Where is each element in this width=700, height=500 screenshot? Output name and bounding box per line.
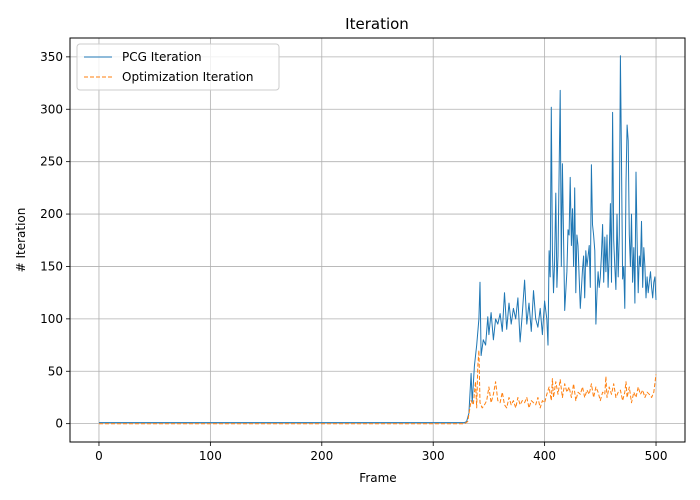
chart-title: Iteration xyxy=(345,15,409,33)
y-tick-label: 150 xyxy=(40,259,63,273)
x-tick-label: 0 xyxy=(95,449,103,463)
y-tick-label: 350 xyxy=(40,50,63,64)
x-axis-ticks: 0 100 200 300 400 500 xyxy=(95,442,667,463)
y-axis-ticks: 0 50 100 150 200 250 300 350 xyxy=(40,50,70,431)
grid xyxy=(70,38,685,442)
x-tick-label: 500 xyxy=(645,449,668,463)
y-axis-label: # Iteration xyxy=(14,208,28,273)
legend-box xyxy=(76,43,280,91)
legend-label-pcg: PCG Iteration xyxy=(122,50,202,64)
y-tick-label: 100 xyxy=(40,312,63,326)
y-tick-label: 250 xyxy=(40,155,63,169)
legend-label-optimization: Optimization Iteration xyxy=(122,70,253,84)
x-tick-label: 100 xyxy=(199,449,222,463)
plot-frame xyxy=(69,37,686,443)
series-line-pcg xyxy=(99,55,657,424)
x-tick-label: 400 xyxy=(533,449,556,463)
y-tick-label: 50 xyxy=(48,364,63,378)
x-tick-label: 300 xyxy=(422,449,445,463)
y-tick-label: 200 xyxy=(40,207,63,221)
y-tick-label: 300 xyxy=(40,102,63,116)
legend: PCG Iteration Optimization Iteration xyxy=(76,43,280,91)
x-tick-label: 200 xyxy=(310,449,333,463)
series-lines xyxy=(99,55,657,425)
series-line-optimization xyxy=(99,349,657,425)
x-axis-label: Frame xyxy=(359,471,396,485)
y-tick-label: 0 xyxy=(55,417,63,431)
